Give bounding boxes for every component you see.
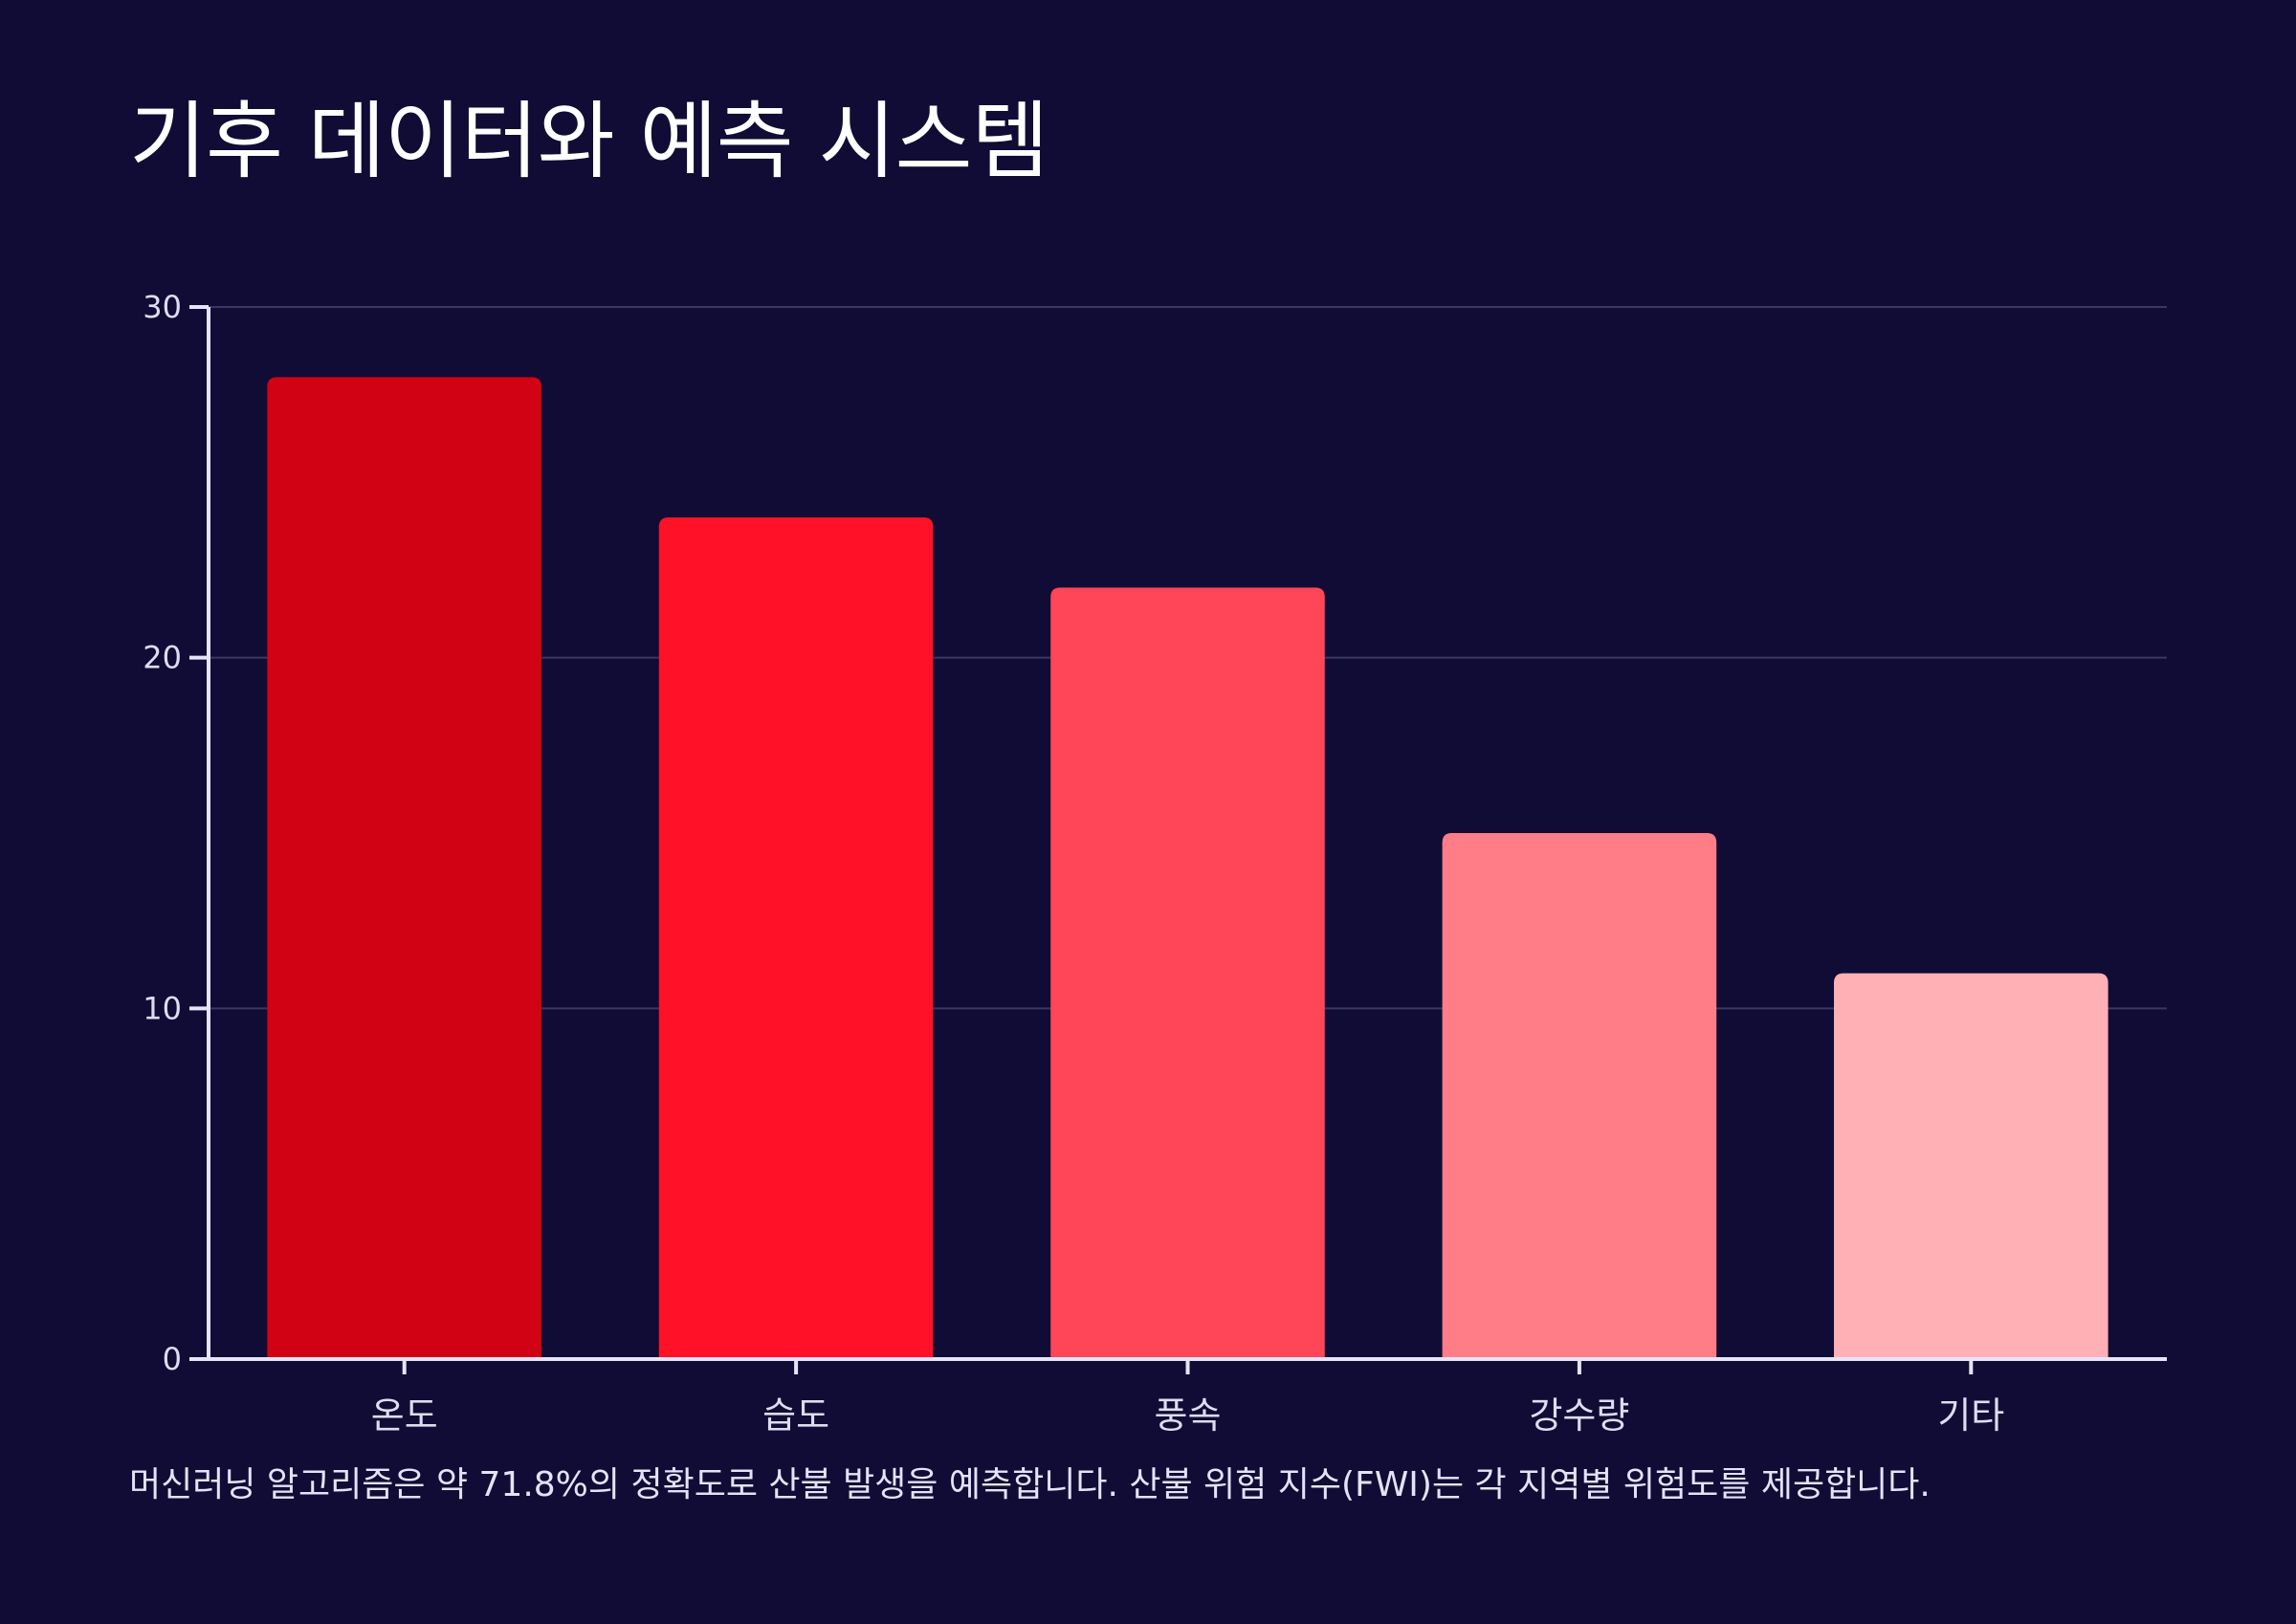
bar-기타 <box>1834 973 2108 1359</box>
x-tick-label-풍속: 풍속 <box>1155 1394 1222 1437</box>
y-tick-label-10: 10 <box>143 990 182 1026</box>
x-tick-label-습도: 습도 <box>762 1394 829 1437</box>
y-tick-label-0: 0 <box>163 1341 182 1377</box>
bar-풍속 <box>1050 587 1325 1359</box>
y-tick-label-20: 20 <box>143 640 182 676</box>
chart-caption: 머신러닝 알고리즘은 약 71.8%의 정확도로 산불 발생을 예측합니다. 산… <box>129 1465 1931 1504</box>
y-tick-label-30: 30 <box>143 289 182 325</box>
chart-title: 기후 데이터와 예측 시스템 <box>129 92 1049 190</box>
x-tick-label-기타: 기타 <box>1937 1394 2004 1437</box>
bar-습도 <box>658 517 934 1359</box>
axis-labels: 0 10 20 30 온도 습도 풍속 강수량 기타 <box>143 289 2004 1437</box>
bar-강수량 <box>1442 833 1717 1359</box>
x-tick-label-강수량: 강수량 <box>1529 1394 1629 1437</box>
bars <box>267 377 2108 1359</box>
x-tick-label-온도: 온도 <box>371 1394 438 1437</box>
bar-온도 <box>267 377 541 1359</box>
axes <box>189 305 2167 1374</box>
